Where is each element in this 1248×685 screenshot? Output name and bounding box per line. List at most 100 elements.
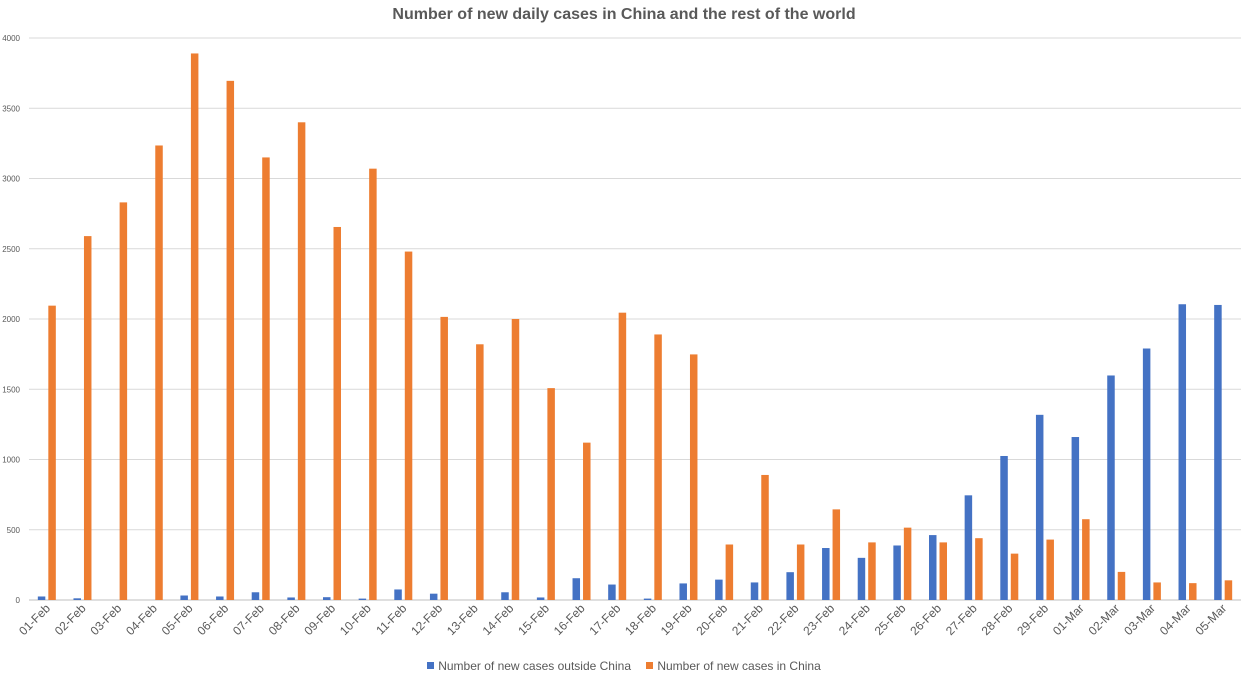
bar-outside-china <box>1178 304 1187 600</box>
x-tick-label: 02-Mar <box>1086 601 1123 638</box>
x-tick-label: 04-Feb <box>123 601 160 638</box>
x-tick-label: 29-Feb <box>1014 601 1051 638</box>
bar-china <box>761 474 769 600</box>
bar-china <box>476 344 484 600</box>
bar-china <box>119 202 128 600</box>
bar-outside-china <box>1071 437 1080 600</box>
legend-swatch-outside-china <box>427 662 435 669</box>
bar-outside-china <box>1000 455 1008 600</box>
bar-china <box>190 53 199 600</box>
bar-china <box>1082 519 1090 600</box>
bar-china <box>1046 539 1054 600</box>
bar-china <box>511 319 520 600</box>
bar-outside-china <box>715 579 723 600</box>
x-tick-label: 28-Feb <box>979 601 1016 638</box>
bar-outside-china <box>536 597 545 600</box>
bar-outside-china <box>929 535 937 600</box>
bar-outside-china <box>1142 348 1151 600</box>
x-tick-label: 11-Feb <box>373 601 409 637</box>
y-tick-label: 2000 <box>2 315 20 324</box>
y-tick-label: 2500 <box>2 245 20 254</box>
bar-china <box>262 157 270 601</box>
bar-china <box>1153 582 1161 600</box>
bar-outside-china <box>608 584 616 600</box>
x-tick-label: 20-Feb <box>693 601 730 638</box>
bar-outside-china <box>750 582 759 600</box>
x-tick-label: 23-Feb <box>800 601 837 638</box>
bar-outside-china <box>643 598 652 600</box>
x-tick-label: 25-Feb <box>872 601 909 638</box>
x-tick-label: 13-Feb <box>444 601 481 638</box>
x-tick-label: 16-Feb <box>551 601 588 638</box>
bar-outside-china <box>180 595 188 600</box>
bar-outside-china <box>37 596 46 600</box>
legend-label-china: Number of new cases in China <box>657 659 821 673</box>
bar-outside-china <box>1107 375 1115 600</box>
legend-item-outside-china: Number of new cases outside China <box>427 659 631 673</box>
x-tick-label: 09-Feb <box>301 601 338 638</box>
x-tick-label: 02-Feb <box>52 601 89 638</box>
bar-china <box>868 542 876 600</box>
bar-outside-china <box>358 598 367 600</box>
y-tick-label: 3500 <box>2 104 20 113</box>
bar-china <box>48 305 56 600</box>
bar-china <box>1224 580 1233 600</box>
bar-outside-china <box>893 545 901 600</box>
bar-outside-china <box>216 596 224 600</box>
bar-outside-china <box>287 597 295 600</box>
x-tick-label: 06-Feb <box>194 601 231 638</box>
bar-china <box>155 145 163 601</box>
bar-outside-china <box>394 589 402 600</box>
chart-legend: Number of new cases outside China Number… <box>0 659 1248 673</box>
bar-outside-china <box>429 593 438 600</box>
x-tick-label: 07-Feb <box>230 601 267 638</box>
bar-outside-china <box>964 495 973 600</box>
bar-outside-china <box>572 578 581 600</box>
bar-china <box>226 80 235 601</box>
bar-outside-china <box>251 592 260 600</box>
bar-china <box>1189 583 1197 600</box>
bar-china <box>583 442 591 600</box>
legend-item-china: Number of new cases in China <box>646 659 821 673</box>
bar-china <box>440 316 448 600</box>
x-tick-label: 15-Feb <box>515 601 552 638</box>
chart-title: Number of new daily cases in China and t… <box>392 6 856 23</box>
y-tick-label: 0 <box>16 596 21 605</box>
bar-outside-china <box>501 592 509 600</box>
y-tick-label: 3000 <box>2 175 20 184</box>
bar-china <box>725 544 734 600</box>
bar-china <box>939 542 947 600</box>
bar-china <box>975 538 983 600</box>
bar-outside-china <box>323 597 331 600</box>
y-tick-label: 4000 <box>2 34 20 43</box>
bar-china <box>796 544 805 600</box>
x-tick-label: 14-Feb <box>480 601 517 638</box>
bar-china <box>297 122 306 601</box>
bar-outside-china <box>857 557 866 600</box>
bar-china <box>832 509 841 600</box>
bar-china <box>689 354 698 600</box>
legend-label-outside-china: Number of new cases outside China <box>438 659 631 673</box>
x-tick-label: 21-Feb <box>729 601 766 638</box>
y-tick-label: 1500 <box>2 385 20 394</box>
bar-china <box>83 236 92 601</box>
bar-outside-china <box>786 572 794 600</box>
y-tick-label: 1000 <box>2 456 20 465</box>
x-tick-label: 08-Feb <box>266 601 303 638</box>
bar-china <box>404 251 413 600</box>
x-tick-label: 01-Feb <box>16 601 53 638</box>
bar-china <box>1117 571 1126 600</box>
bar-outside-china <box>1035 414 1044 600</box>
bar-outside-china <box>679 583 687 600</box>
bar-outside-china <box>73 598 81 600</box>
bar-china <box>547 388 555 600</box>
bar-china <box>333 226 341 600</box>
x-tick-label: 27-Feb <box>943 601 980 638</box>
bar-china <box>618 312 627 600</box>
x-tick-label: 10-Feb <box>337 601 374 638</box>
x-tick-label: 17-Feb <box>587 601 624 638</box>
x-tick-label: 03-Mar <box>1121 601 1158 638</box>
bar-china <box>369 168 377 601</box>
